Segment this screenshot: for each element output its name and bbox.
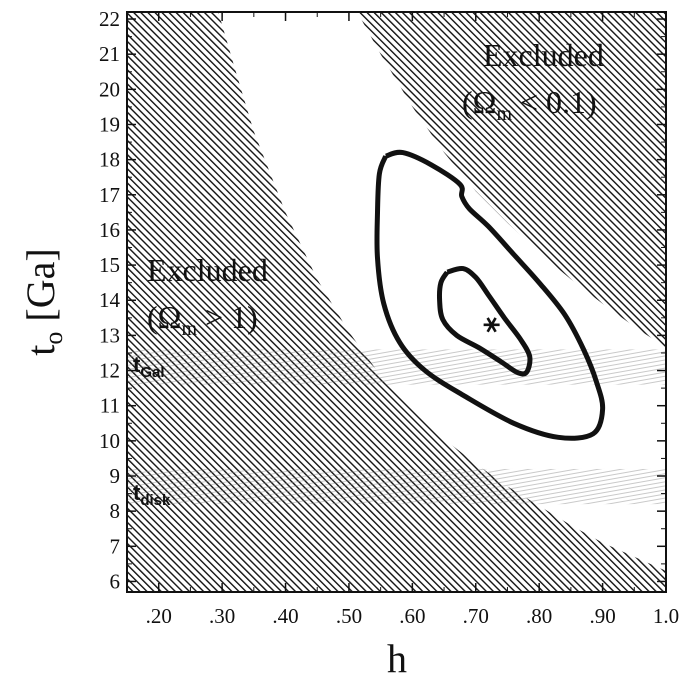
- x-tick-label: 1.0: [653, 604, 679, 628]
- excluded-region-high-omega: [127, 12, 666, 592]
- y-tick-label: 14: [99, 288, 121, 312]
- y-axis-label-main: t: [18, 345, 63, 356]
- confidence-contours: [374, 149, 606, 441]
- y-tick-label: 10: [99, 429, 120, 453]
- best-fit-marker: [483, 317, 500, 333]
- x-axis-title: h: [387, 636, 407, 680]
- x-tick-label: .70: [463, 604, 489, 628]
- y-tick-label: 21: [99, 42, 120, 66]
- y-tick-label: 15: [99, 253, 120, 277]
- y-tick-label: 9: [110, 464, 121, 488]
- y-tick-label: 16: [99, 218, 120, 242]
- x-tick-label: .50: [336, 604, 362, 628]
- y-tick-label: 22: [99, 7, 120, 31]
- plot-area: Excluded (Ωm > 1) Excluded (Ωm < 0.1) tGal td…: [99, 7, 679, 628]
- y-axis-label-unit: [Ga]: [18, 248, 63, 321]
- excluded-region-low-omega: [357, 12, 666, 348]
- y-tick-label: 12: [99, 359, 120, 383]
- region-labels: Excluded (Ωm > 1) Excluded (Ωm < 0.1) tGal td…: [133, 37, 604, 509]
- y-tick-label: 17: [99, 183, 120, 207]
- y-tick-label: 13: [99, 323, 120, 347]
- x-tick-label: .20: [146, 604, 172, 628]
- y-tick-label: 20: [99, 77, 120, 101]
- axis-ticks: 6 7 8 9 10 11 12 13 14 15 16 17 18 19 20 21 22 .20 .30 .40.…: [99, 7, 679, 628]
- best-fit-marker-stroke: [486, 317, 497, 333]
- label-excluded-high-omega-condition: (Ωm > 1): [147, 299, 258, 340]
- label-excluded-low-omega-condition: (Ωm < 0.1): [462, 84, 597, 125]
- y-tick-label: 6: [110, 569, 121, 593]
- y-tick-label: 11: [100, 394, 120, 418]
- x-tick-label: .80: [526, 604, 552, 628]
- y-axis-title: to [Ga]: [18, 248, 68, 355]
- label-excluded-high-omega-word: Excluded: [147, 252, 268, 288]
- x-tick-label: .90: [589, 604, 615, 628]
- x-tick-label: .30: [209, 604, 235, 628]
- y-axis-label-sub: o: [39, 332, 68, 345]
- y-tick-label: 7: [110, 534, 121, 558]
- age-band-label-0: tGal: [133, 352, 165, 381]
- plot-frame: [126, 11, 667, 593]
- svg-text:to[Ga]: to [Ga]: [18, 248, 68, 355]
- x-tick-label: .40: [272, 604, 298, 628]
- outer-confidence-contour: [374, 149, 606, 441]
- age-band-0: [127, 349, 666, 385]
- excluded-regions: [127, 12, 666, 592]
- x-axis-label: h: [387, 636, 407, 680]
- x-tick-label: .60: [399, 604, 425, 628]
- y-tick-label: 18: [99, 148, 120, 172]
- age-bands: [127, 349, 666, 505]
- inner-confidence-contour: [436, 265, 533, 377]
- age-band-1: [127, 468, 666, 505]
- age-band-label-1: tdisk: [133, 480, 171, 509]
- label-excluded-low-omega-word: Excluded: [483, 37, 604, 73]
- y-tick-label: 8: [110, 499, 121, 523]
- y-tick-label: 19: [99, 112, 120, 136]
